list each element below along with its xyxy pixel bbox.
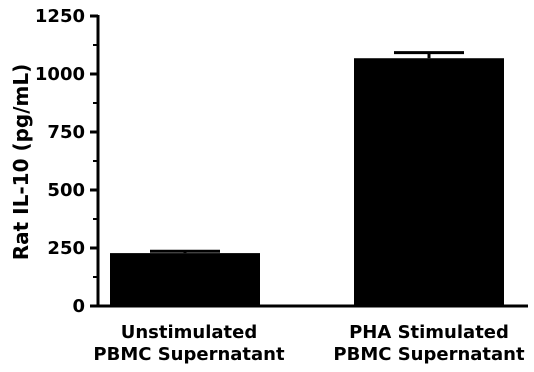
y-tick-label: 500	[47, 180, 85, 201]
y-tick-label: 250	[47, 238, 85, 259]
y-axis-ticks: 0 250 500 750 1000 1250	[35, 6, 98, 317]
bar	[110, 253, 260, 306]
y-tick-label: 0	[72, 296, 85, 317]
x-category-label: PBMC Supernatant	[333, 344, 525, 365]
x-category-label: PBMC Supernatant	[93, 344, 285, 365]
y-tick-label: 1250	[35, 6, 85, 27]
y-tick-label: 750	[47, 122, 85, 143]
x-category-label: Unstimulated	[121, 322, 258, 343]
error-bars	[150, 51, 464, 254]
y-axis-title: Rat IL-10 (pg/mL)	[9, 64, 33, 261]
x-category-label: PHA Stimulated	[349, 322, 509, 343]
bars	[110, 58, 504, 306]
y-tick-label: 1000	[35, 64, 85, 85]
bar	[354, 58, 504, 306]
